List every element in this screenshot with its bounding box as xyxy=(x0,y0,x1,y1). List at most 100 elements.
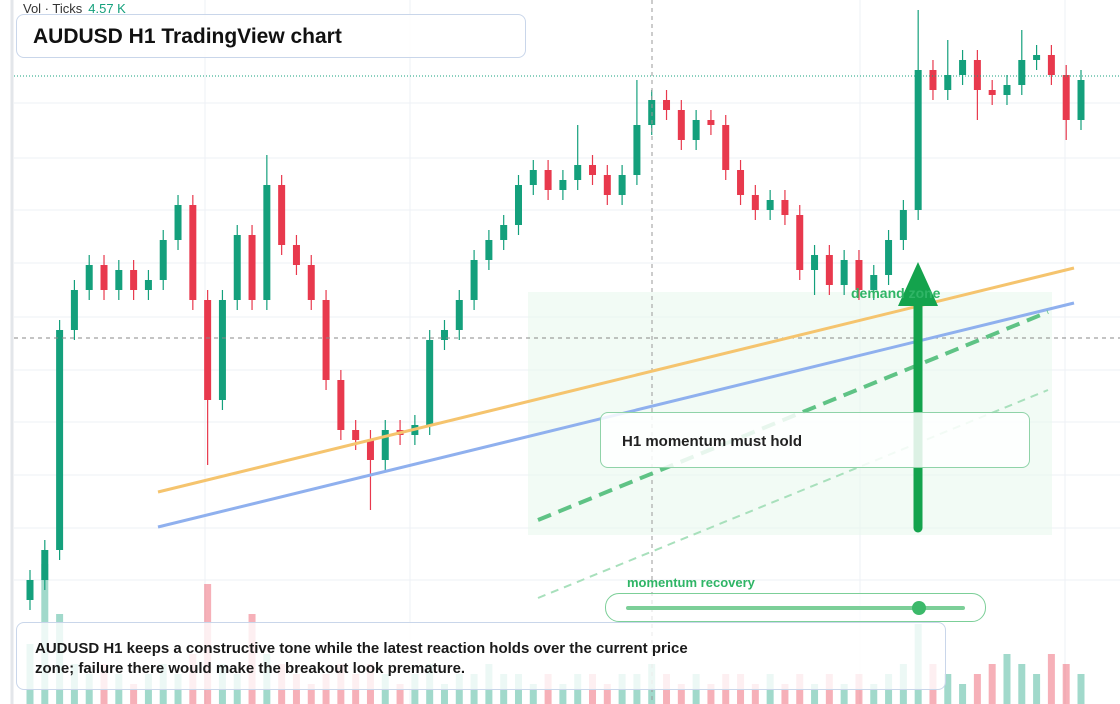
volume-value: 4.57 K xyxy=(88,1,126,16)
chart-title: AUDUSD H1 TradingView chart xyxy=(33,25,342,48)
candle-body xyxy=(722,125,730,170)
candle-body xyxy=(677,110,685,140)
candle-body xyxy=(70,290,78,330)
slider-knob[interactable] xyxy=(912,601,926,615)
candle-body xyxy=(825,255,833,285)
candle-body xyxy=(233,235,241,300)
candle-body xyxy=(973,60,981,90)
volume-bar xyxy=(870,684,878,704)
candle-body xyxy=(115,270,123,290)
candle-body xyxy=(663,100,671,110)
candle-body xyxy=(574,165,582,180)
slider-label: momentum recovery xyxy=(627,575,755,590)
candle-body xyxy=(514,185,522,225)
candle-body xyxy=(840,260,848,285)
candle-body xyxy=(855,260,863,290)
candle-body xyxy=(796,215,804,270)
candle-body xyxy=(455,300,463,330)
projection-light xyxy=(537,389,1049,599)
zone-label: demand zone xyxy=(851,285,941,301)
candle-body xyxy=(603,175,611,195)
candle-body xyxy=(352,430,360,440)
volume-bar xyxy=(603,684,611,704)
candle-body xyxy=(263,185,271,300)
candle-body xyxy=(1033,55,1041,60)
candle-body xyxy=(278,185,286,245)
candle-body xyxy=(1018,60,1026,85)
callout-text: H1 momentum must hold xyxy=(622,433,803,450)
volume-bar xyxy=(1033,674,1041,704)
candle-body xyxy=(100,265,108,290)
candle-body xyxy=(248,235,256,300)
slider xyxy=(605,593,986,622)
candle-body xyxy=(529,170,537,185)
candle-body xyxy=(766,200,774,210)
candle-body xyxy=(41,550,49,580)
volume-bar xyxy=(440,684,448,704)
candle-body xyxy=(144,280,152,290)
candle-body xyxy=(159,240,167,280)
volume-bar xyxy=(944,674,952,704)
candle-body xyxy=(1077,80,1085,120)
candle-body xyxy=(544,170,552,190)
volume-bar xyxy=(677,684,685,704)
volume-bar xyxy=(1062,664,1070,704)
candle-body xyxy=(56,330,64,550)
candle-body xyxy=(85,265,93,290)
candle-body xyxy=(485,240,493,260)
volume-bar xyxy=(781,684,789,704)
candle-body xyxy=(988,90,996,95)
candle-body xyxy=(707,120,715,125)
caption-text: AUDUSD H1 keeps a constructive tone whil… xyxy=(35,640,688,677)
volume-bar xyxy=(130,684,138,704)
candle-body xyxy=(944,75,952,90)
candle-body xyxy=(1062,75,1070,120)
candle-body xyxy=(337,380,345,430)
callout-box: H1 momentum must hold xyxy=(600,412,1030,468)
volume-bar xyxy=(973,674,981,704)
candle-body xyxy=(322,300,330,380)
candle-layer xyxy=(26,10,1085,610)
arrow-head xyxy=(898,262,938,306)
volume-bar xyxy=(307,684,315,704)
caption-box: AUDUSD H1 keeps a constructive tone whil… xyxy=(16,622,946,690)
volume-bar xyxy=(707,684,715,704)
volume-bar xyxy=(1047,654,1055,704)
candle-body xyxy=(204,300,212,400)
candle-body xyxy=(811,255,819,270)
candle-body xyxy=(781,200,789,215)
slider-track xyxy=(626,601,965,615)
volume-bar xyxy=(529,684,537,704)
volume-bar xyxy=(1003,654,1011,704)
candle-body xyxy=(914,70,922,210)
candle-body xyxy=(559,180,567,190)
candle-body xyxy=(929,70,937,90)
title-box: AUDUSD H1 TradingView chart xyxy=(16,14,526,58)
volume-bar xyxy=(811,684,819,704)
volume-bar xyxy=(1018,664,1026,704)
candle-body xyxy=(692,120,700,140)
volume-bar xyxy=(988,664,996,704)
candle-body xyxy=(470,260,478,300)
volume-bar xyxy=(559,684,567,704)
candle-body xyxy=(426,340,434,425)
candle-body xyxy=(589,165,597,175)
candle-body xyxy=(500,225,508,240)
candle-body xyxy=(292,245,300,265)
candle-body xyxy=(307,265,315,300)
candle-body xyxy=(189,205,197,300)
candle-body xyxy=(885,240,893,275)
candle-body xyxy=(1047,55,1055,75)
candle-body xyxy=(174,205,182,240)
candle-body xyxy=(633,125,641,175)
volume-bar xyxy=(396,684,404,704)
candle-body xyxy=(959,60,967,75)
candle-body xyxy=(870,275,878,290)
candle-body xyxy=(899,210,907,240)
candle-body xyxy=(381,430,389,460)
candle-body xyxy=(366,440,374,460)
volume-bar xyxy=(1077,674,1085,704)
volume-title: Vol · Ticks xyxy=(23,1,83,16)
candle-body xyxy=(26,580,34,600)
